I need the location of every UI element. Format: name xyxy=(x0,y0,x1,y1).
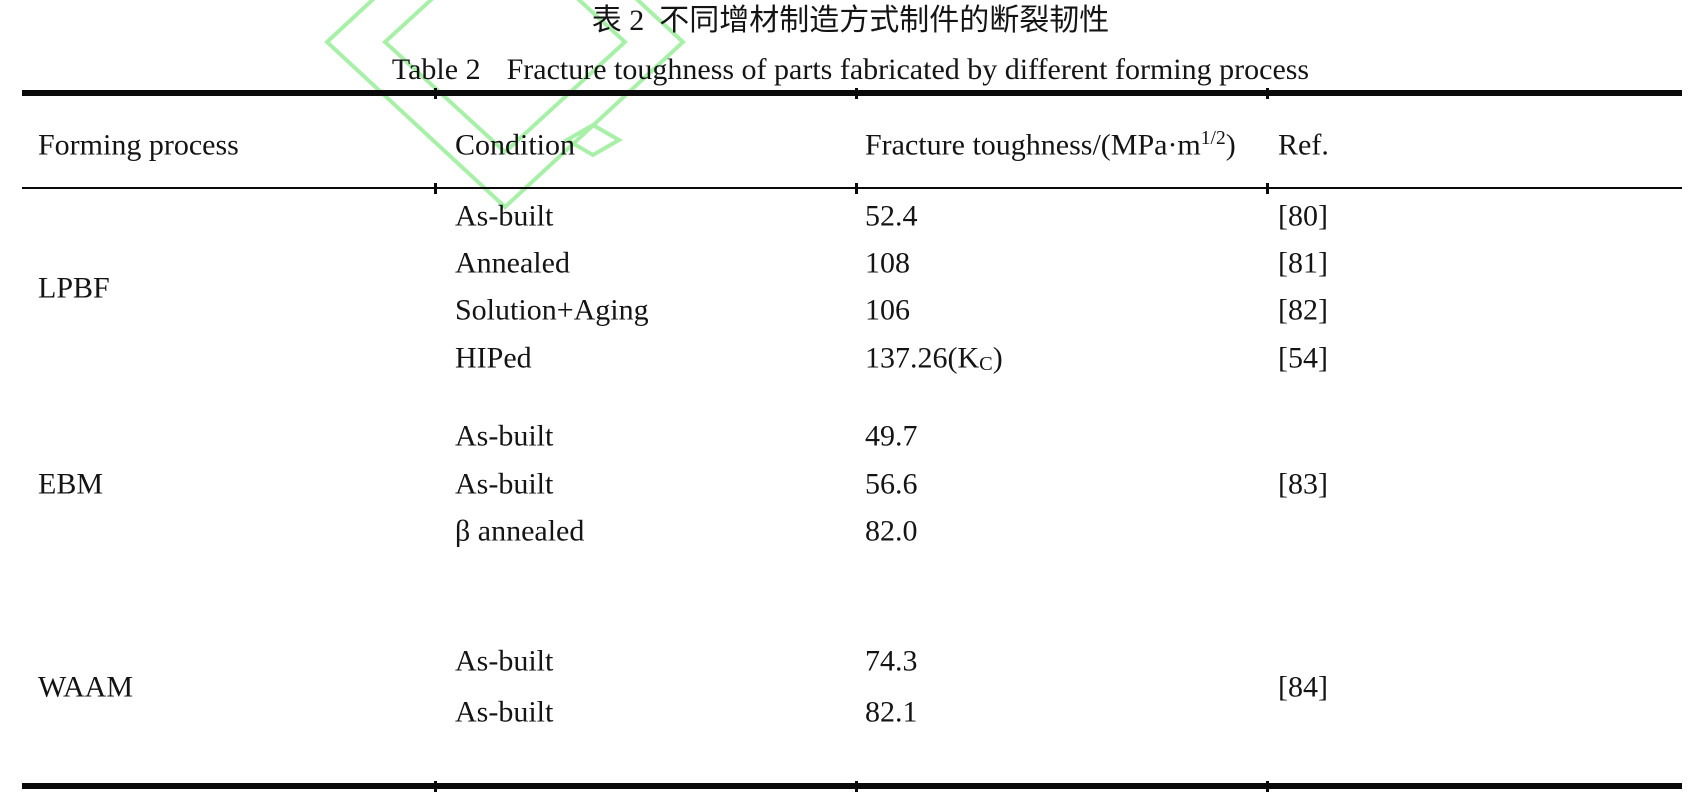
process-label-ebm: EBM xyxy=(38,467,104,501)
header-forming-process: Forming process xyxy=(38,128,239,162)
column-boundary-tick xyxy=(1266,781,1269,792)
table-caption-text: Fracture toughness of parts fabricated b… xyxy=(506,53,1310,86)
header-fracture-toughness-close: ) xyxy=(1225,128,1236,162)
ref-cell: [83] xyxy=(1278,467,1328,501)
condition-cell: As-built xyxy=(455,644,554,678)
process-label-lpbf: LPBF xyxy=(38,271,110,305)
column-boundary-tick xyxy=(1266,183,1269,194)
condition-cell: Annealed xyxy=(455,246,570,280)
column-boundary-tick xyxy=(1266,88,1269,99)
condition-cell: Solution+Aging xyxy=(455,293,649,327)
ref-cell: [84] xyxy=(1278,670,1328,704)
header-condition: Condition xyxy=(455,128,576,162)
ref-cell: [81] xyxy=(1278,246,1328,280)
condition-cell: As-built xyxy=(455,199,554,233)
toughness-cell: 137.26(KC) xyxy=(865,342,1003,375)
table-top-rule xyxy=(22,90,1682,96)
condition-cell: β annealed xyxy=(455,514,585,548)
process-label-waam: WAAM xyxy=(38,670,133,704)
toughness-value-text: 137.26(K xyxy=(865,341,980,375)
header-ref: Ref. xyxy=(1278,128,1329,162)
column-boundary-tick xyxy=(434,781,437,792)
condition-cell: As-built xyxy=(455,419,554,453)
condition-cell: As-built xyxy=(455,467,554,501)
toughness-cell: 52.4 xyxy=(865,199,918,233)
table-number-label: Table 2 xyxy=(391,53,481,86)
condition-cell: HIPed xyxy=(455,341,532,375)
toughness-cell: 82.1 xyxy=(865,695,918,729)
ref-cell: [54] xyxy=(1278,341,1328,375)
table-caption-chinese: 表 2 不同增材制造方式制件的断裂韧性 xyxy=(591,4,1110,37)
toughness-cell: 49.7 xyxy=(865,419,918,453)
condition-cell: As-built xyxy=(455,695,554,729)
toughness-cell: 56.6 xyxy=(865,467,918,501)
toughness-cell: 106 xyxy=(865,293,910,327)
column-boundary-tick xyxy=(855,183,858,194)
header-exponent: 1/2 xyxy=(1200,127,1226,149)
ref-cell: [80] xyxy=(1278,199,1328,233)
ref-cell: [82] xyxy=(1278,293,1328,327)
header-fracture-toughness-text: Fracture toughness/(MPa·m xyxy=(865,128,1201,162)
column-boundary-tick xyxy=(434,183,437,194)
toughness-subscript: C xyxy=(979,352,993,375)
toughness-cell: 108 xyxy=(865,246,910,280)
column-boundary-tick xyxy=(855,781,858,792)
column-boundary-tick xyxy=(855,88,858,99)
column-boundary-tick xyxy=(434,88,437,99)
table-caption-english: Table 2 Fracture toughness of parts fabri… xyxy=(0,55,1701,85)
table-bottom-rule xyxy=(22,783,1682,789)
table-header-rule xyxy=(22,187,1682,189)
header-fracture-toughness: Fracture toughness/(MPa·m1/2) xyxy=(865,129,1236,162)
toughness-cell: 74.3 xyxy=(865,644,918,678)
toughness-value-close: ) xyxy=(992,341,1003,375)
toughness-cell: 82.0 xyxy=(865,514,918,548)
